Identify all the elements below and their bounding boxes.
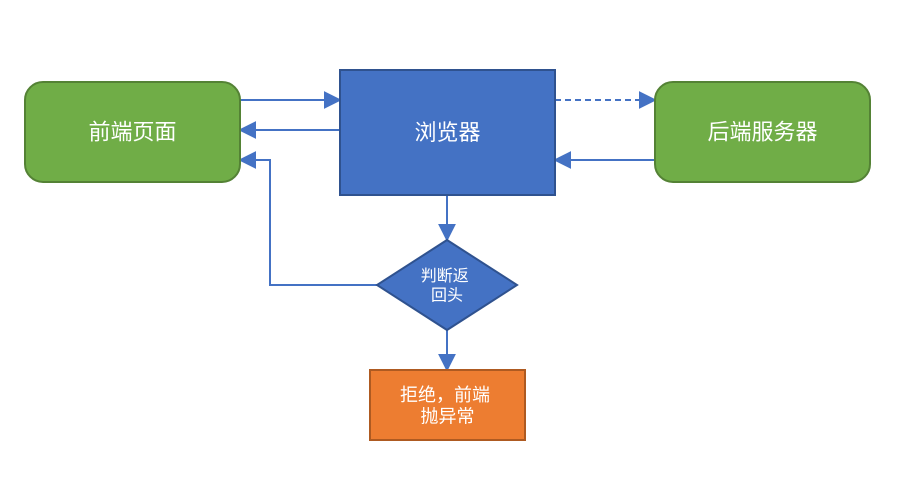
node-browser: 浏览器 [340, 70, 555, 195]
flowchart-canvas: 前端页面 浏览器 后端服务器 判断返 回头 拒绝，前端 抛异常 [0, 0, 915, 500]
node-reject: 拒绝，前端 抛异常 [370, 370, 525, 440]
node-frontend: 前端页面 [25, 82, 240, 182]
node-backend-label: 后端服务器 [707, 120, 817, 145]
node-decision: 判断返 回头 [377, 240, 517, 330]
node-frontend-label: 前端页面 [88, 120, 176, 145]
node-browser-label: 浏览器 [414, 120, 480, 145]
node-backend: 后端服务器 [655, 82, 870, 182]
